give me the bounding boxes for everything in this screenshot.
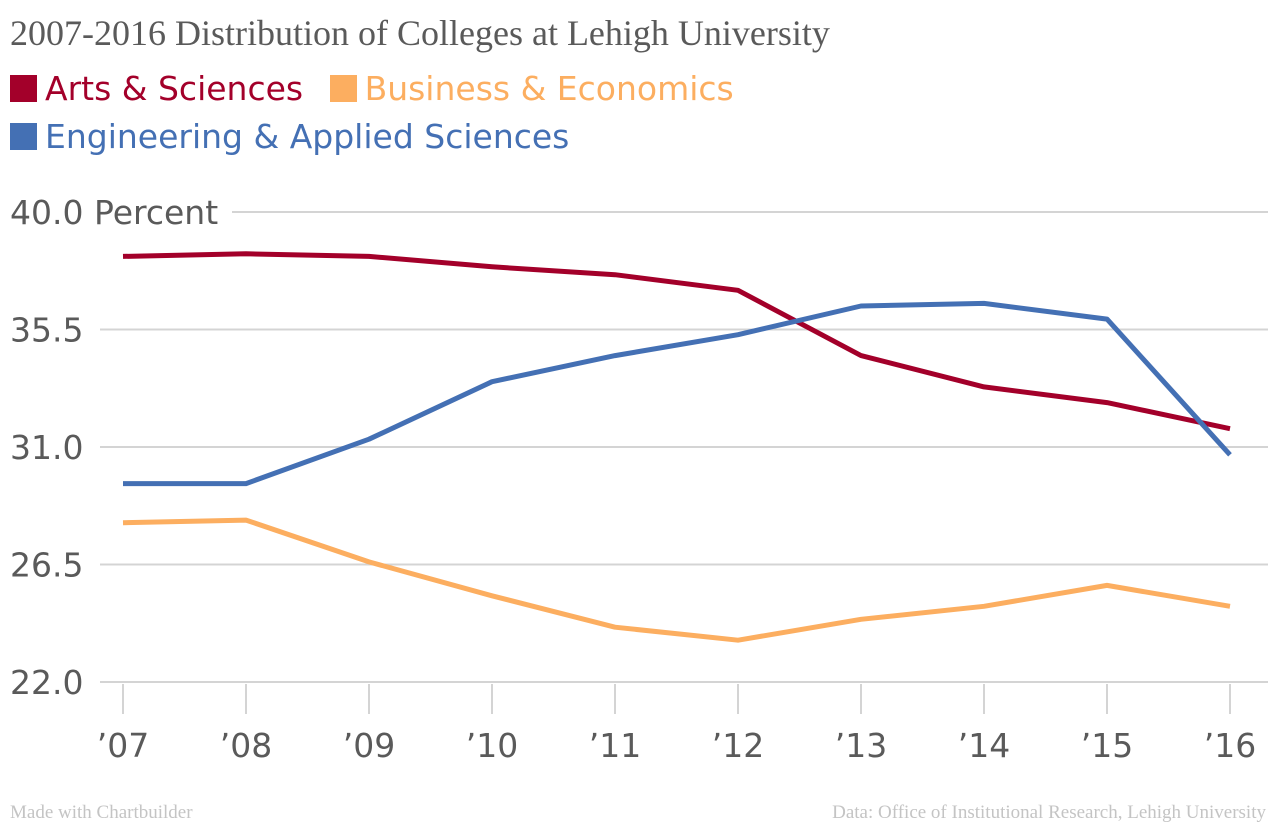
legend-label-business-economics: Business & Economics [364,68,734,108]
legend-item-engineering: Engineering & Applied Sciences [10,112,569,160]
y-tick-label: 26.5 [10,546,83,585]
x-tick-label: ’14 [958,726,1010,765]
series-line-business-economics [122,517,1231,643]
footer-credit: Made with Chartbuilder [10,802,193,823]
series-line-arts-sciences [122,251,1231,432]
y-tick-label: 22.0 [10,663,83,702]
x-tick-label: ’09 [343,726,395,765]
footer-source: Data: Office of Institutional Research, … [832,802,1266,823]
x-tick-label: ’15 [1081,726,1133,765]
legend-item-business-economics: Business & Economics [329,64,734,112]
x-tick-label: ’12 [712,726,764,765]
legend: Arts & Sciences Business & Economics Eng… [10,64,1210,160]
legend-swatch-engineering [10,122,37,150]
series-line-engineering [123,300,1232,487]
x-tick-label: ’13 [835,726,887,765]
x-tick-label: ’08 [220,726,272,765]
x-tick-label: ’16 [1204,726,1256,765]
legend-label-engineering: Engineering & Applied Sciences [45,116,570,156]
y-tick-label: 40.0 Percent [10,193,218,232]
y-tick-label: 31.0 [10,428,83,467]
y-tick-label: 35.5 [10,311,83,350]
x-tick-label: ’07 [97,726,149,765]
legend-item-arts-sciences: Arts & Sciences [10,64,303,112]
chart-title: 2007-2016 Distribution of Colleges at Le… [10,13,830,53]
legend-swatch-arts-sciences [10,74,37,102]
x-tick-label: ’11 [589,726,641,765]
x-tick-label: ’10 [466,726,518,765]
legend-label-arts-sciences: Arts & Sciences [45,68,304,108]
legend-swatch-business-economics [329,74,357,102]
